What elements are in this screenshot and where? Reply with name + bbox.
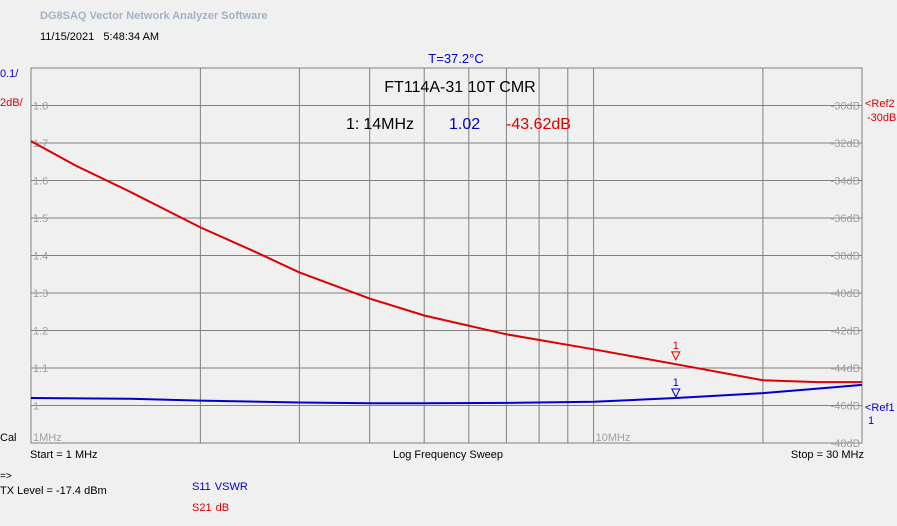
legend-s11-unit: VSWR — [215, 481, 248, 493]
legend-s21-name: S21 — [192, 502, 212, 514]
ref2-value: -30dB — [867, 112, 896, 124]
marker-s21-triangle — [670, 351, 681, 362]
legend-s21-unit: dB — [216, 502, 229, 514]
timestamp: 11/15/2021 5:48:34 AM — [40, 31, 159, 43]
right-tick-label: -44dB — [831, 363, 860, 375]
legend-s11: S11 VSWR — [192, 481, 248, 493]
tx-level-label: TX Level = -17.4 dBm — [0, 485, 107, 497]
marker-readout-s11: 1.02 — [449, 116, 480, 133]
marker-s21-label: 1 — [673, 340, 679, 352]
right-tick-label: -46dB — [831, 401, 860, 413]
temperature-label: T=37.2°C — [428, 51, 483, 66]
x-tick-label: 10MHz — [596, 432, 631, 444]
left-tick-label: 1 — [33, 401, 39, 413]
right-tick-label: -34dB — [831, 176, 860, 188]
right-tick-label: -42dB — [831, 326, 860, 338]
legend-s21: S21 dB — [192, 502, 229, 514]
legend-s11-name: S11 — [192, 481, 211, 493]
right-scale-label: 2dB/ — [0, 97, 24, 109]
x-caption-center: Log Frequency Sweep — [393, 449, 503, 461]
timestamp-time: 5:48:34 AM — [103, 31, 160, 43]
x-caption-start: Start = 1 MHz — [30, 449, 98, 461]
series-line-s21 — [30, 140, 862, 384]
x-caption-stop: Stop = 30 MHz — [791, 449, 864, 461]
series-layer — [30, 140, 863, 405]
left-tick-label: 1.6 — [33, 176, 48, 188]
marker-s11-label: 1 — [673, 377, 679, 389]
series-line-s11 — [30, 383, 863, 405]
ref1-label: <Ref1 — [865, 402, 895, 414]
status-arrow: => — [0, 471, 12, 482]
left-tick-label: 1.1 — [33, 363, 48, 375]
left-tick-label: 1.2 — [33, 326, 48, 338]
left-tick-label: 1.4 — [33, 251, 48, 263]
right-tick-label: -36dB — [831, 213, 860, 225]
x-tick-label: 1MHz — [33, 432, 62, 444]
left-tick-label: 1.5 — [33, 213, 48, 225]
app-title: DG8SAQ Vector Network Analyzer Software — [40, 10, 268, 22]
plot-grid — [30, 67, 863, 444]
marker-readout-s21: -43.62dB — [506, 116, 571, 133]
left-tick-label: 1.7 — [33, 138, 48, 150]
left-scale-label: 0.1/ — [0, 68, 19, 80]
marker-readout-freq: 14MHz — [363, 116, 414, 133]
plot-frame — [30, 67, 863, 444]
axis-ticks: 1.8 1.7 1.6 1.5 1.4 1.3 1.2 1.1 1 -30dB -32dB -34dB… — [33, 101, 860, 451]
right-tick-label: -48dB — [831, 438, 860, 450]
cal-label: Cal — [0, 432, 17, 444]
right-tick-label: -38dB — [831, 251, 860, 263]
marker-readout-label: 1: 14MHz — [346, 116, 414, 133]
marker-s11-triangle — [670, 388, 681, 399]
chart-title: FT114A-31 10T CMR — [384, 79, 535, 96]
right-tick-label: -32dB — [831, 138, 860, 150]
right-tick-label: -30dB — [831, 101, 860, 113]
timestamp-date: 11/15/2021 — [40, 31, 95, 43]
left-tick-label: 1.8 — [33, 101, 48, 113]
ref1-value: 1 — [868, 415, 874, 427]
marker-readout-id: 1: — [346, 116, 359, 133]
right-tick-label: -40dB — [831, 288, 860, 300]
left-tick-label: 1.3 — [33, 288, 48, 300]
ref2-label: <Ref2 — [865, 98, 895, 110]
marker-layer: 11 — [670, 340, 681, 399]
